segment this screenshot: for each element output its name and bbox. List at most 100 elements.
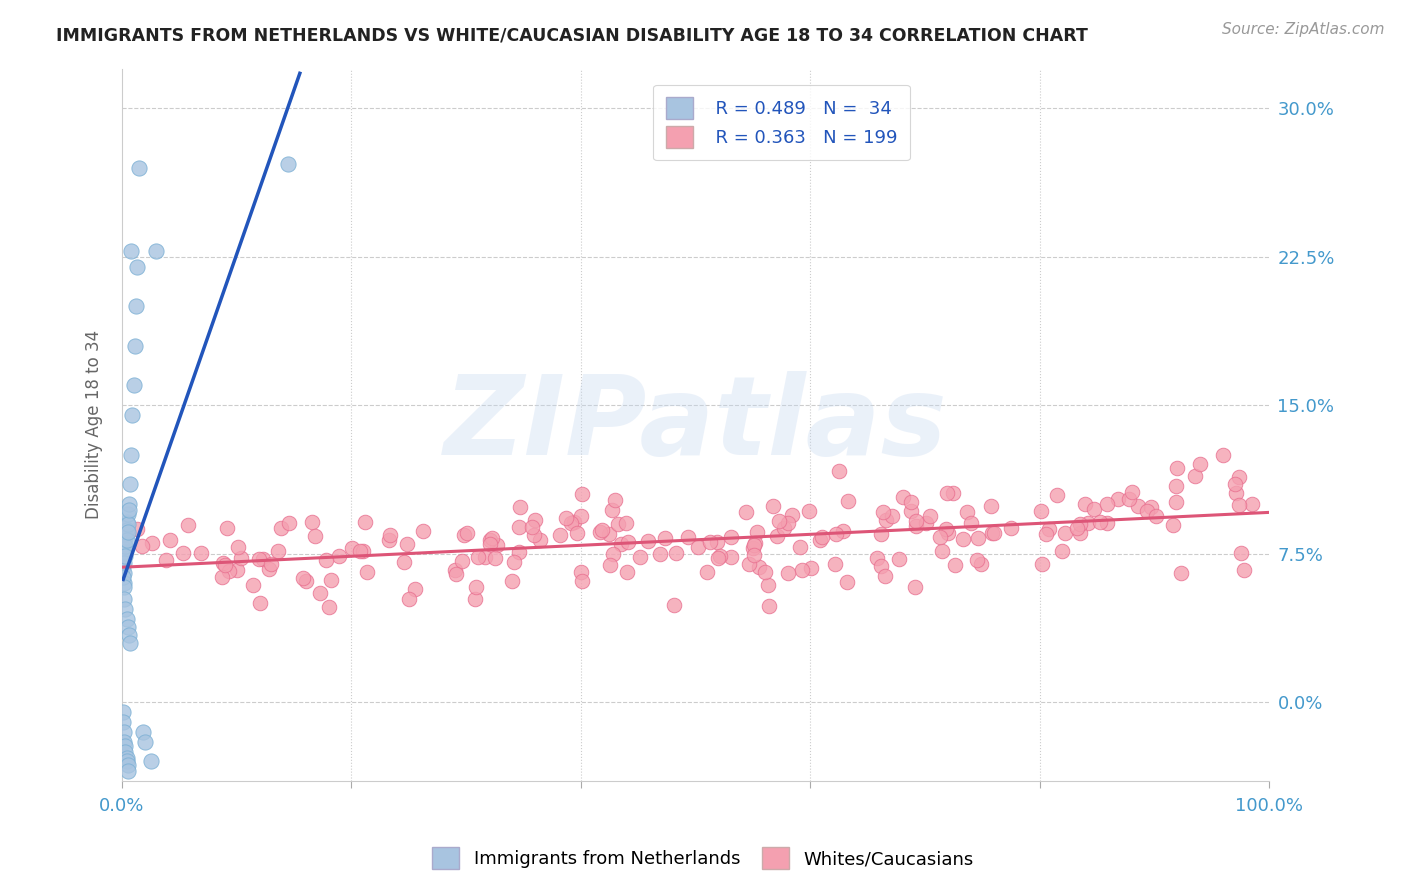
Point bbox=[665, 546, 688, 560]
Point bbox=[257, 561, 280, 575]
Point bbox=[981, 525, 1004, 540]
Point bbox=[292, 571, 315, 585]
Point bbox=[589, 525, 612, 540]
Point bbox=[915, 516, 938, 530]
Point bbox=[1227, 470, 1250, 484]
Point bbox=[935, 485, 957, 500]
Point bbox=[648, 547, 671, 561]
Point bbox=[1212, 448, 1234, 462]
Point bbox=[591, 523, 613, 537]
Point bbox=[112, 576, 135, 591]
Point bbox=[745, 524, 768, 539]
Point bbox=[114, 739, 136, 753]
Point bbox=[565, 525, 588, 540]
Point bbox=[451, 554, 474, 568]
Point bbox=[125, 299, 148, 313]
Point bbox=[529, 533, 551, 547]
Point bbox=[340, 541, 363, 556]
Point bbox=[412, 524, 434, 538]
Point bbox=[453, 528, 475, 542]
Point bbox=[827, 464, 849, 478]
Point bbox=[555, 510, 578, 524]
Point bbox=[900, 504, 922, 518]
Point bbox=[900, 495, 922, 509]
Point bbox=[229, 551, 252, 566]
Point bbox=[1223, 477, 1246, 491]
Point bbox=[120, 477, 142, 491]
Point bbox=[1097, 516, 1119, 530]
Point bbox=[354, 515, 377, 529]
Point bbox=[762, 500, 785, 514]
Point bbox=[735, 505, 758, 519]
Point bbox=[121, 408, 143, 422]
Legend:   R = 0.489   N =  34,   R = 0.363   N = 199: R = 0.489 N = 34, R = 0.363 N = 199 bbox=[654, 85, 910, 161]
Point bbox=[117, 758, 139, 772]
Point bbox=[270, 520, 292, 534]
Point bbox=[935, 522, 957, 536]
Point bbox=[520, 520, 543, 534]
Point bbox=[600, 503, 623, 517]
Point bbox=[905, 519, 928, 533]
Point bbox=[523, 528, 546, 542]
Point bbox=[352, 544, 374, 558]
Point bbox=[315, 552, 337, 566]
Point bbox=[628, 549, 651, 564]
Point bbox=[776, 566, 799, 580]
Point bbox=[478, 537, 501, 551]
Point bbox=[114, 521, 136, 535]
Point bbox=[920, 509, 942, 524]
Point bbox=[738, 557, 761, 571]
Point bbox=[744, 538, 766, 552]
Point bbox=[1140, 500, 1163, 514]
Point bbox=[131, 724, 153, 739]
Point bbox=[112, 526, 135, 541]
Point bbox=[696, 565, 718, 579]
Point bbox=[678, 530, 700, 544]
Point bbox=[616, 566, 638, 580]
Point bbox=[571, 574, 593, 588]
Point bbox=[1166, 495, 1188, 509]
Point bbox=[1077, 516, 1099, 530]
Point bbox=[598, 527, 620, 541]
Point bbox=[980, 499, 1002, 513]
Point bbox=[114, 602, 136, 616]
Point bbox=[1000, 521, 1022, 535]
Point bbox=[766, 529, 789, 543]
Point bbox=[610, 537, 633, 551]
Point bbox=[560, 516, 582, 531]
Point bbox=[115, 750, 138, 764]
Point bbox=[706, 534, 728, 549]
Point bbox=[1031, 558, 1053, 572]
Point bbox=[808, 533, 831, 548]
Point bbox=[880, 508, 903, 523]
Point bbox=[835, 575, 858, 590]
Text: Source: ZipAtlas.com: Source: ZipAtlas.com bbox=[1222, 22, 1385, 37]
Point bbox=[112, 547, 135, 561]
Point bbox=[211, 556, 233, 570]
Point bbox=[825, 526, 848, 541]
Point bbox=[304, 529, 326, 543]
Point bbox=[120, 448, 142, 462]
Point bbox=[328, 549, 350, 563]
Point bbox=[1107, 492, 1129, 507]
Point bbox=[936, 526, 959, 541]
Point bbox=[479, 533, 502, 547]
Point bbox=[112, 724, 135, 739]
Point bbox=[1083, 502, 1105, 516]
Point bbox=[754, 566, 776, 580]
Point bbox=[797, 504, 820, 518]
Point bbox=[484, 550, 506, 565]
Point bbox=[114, 539, 136, 553]
Point bbox=[378, 528, 401, 542]
Point bbox=[891, 490, 914, 504]
Point bbox=[1095, 497, 1118, 511]
Point bbox=[1052, 543, 1074, 558]
Point bbox=[904, 580, 927, 594]
Point bbox=[159, 533, 181, 548]
Point bbox=[120, 636, 142, 650]
Point bbox=[800, 561, 823, 575]
Point bbox=[831, 524, 853, 539]
Point bbox=[115, 515, 138, 529]
Point bbox=[1069, 525, 1091, 540]
Point bbox=[780, 508, 803, 522]
